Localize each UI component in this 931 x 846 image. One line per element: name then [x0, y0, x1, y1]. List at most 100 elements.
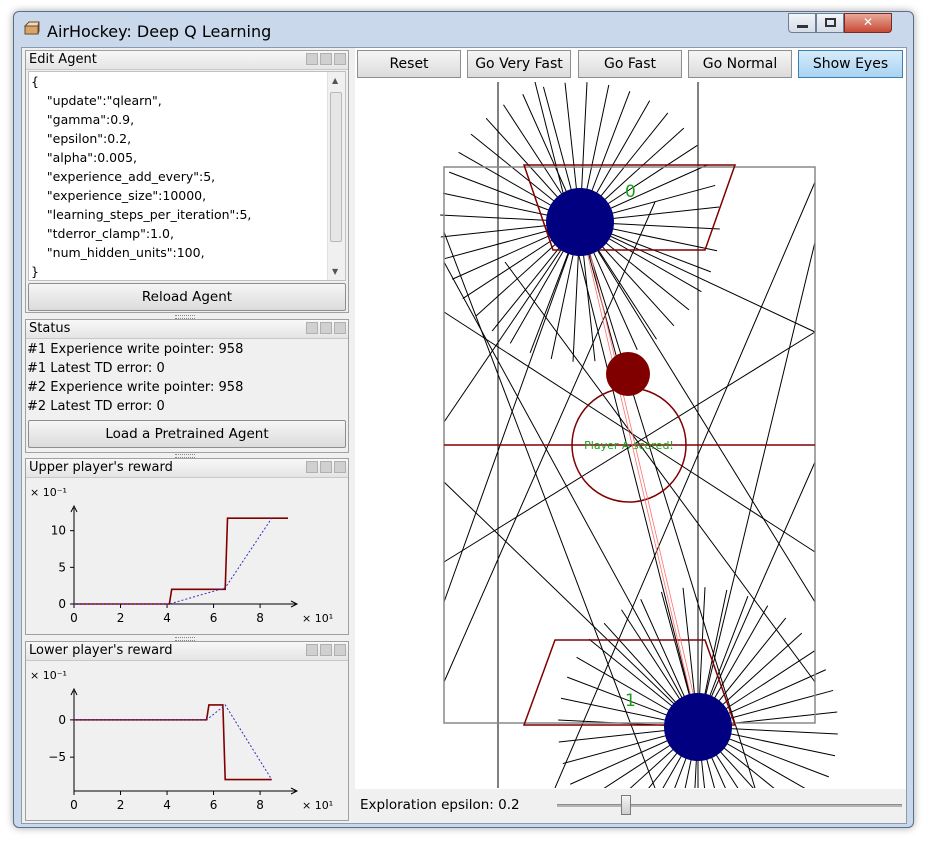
client-area: Edit Agent { "update":"qlearn", "gamma":…: [21, 47, 907, 824]
reward-series-line: [74, 517, 288, 605]
eye-ray: [579, 221, 756, 788]
panel-close-icon[interactable]: [334, 461, 346, 473]
app-window: AirHockey: Deep Q Learning ✕ Edit Agent …: [13, 11, 914, 828]
panel-close-icon[interactable]: [334, 644, 346, 656]
panel-minimize-icon[interactable]: [306, 461, 318, 473]
minimize-icon: [797, 25, 808, 28]
reward-series-line: [74, 704, 272, 781]
x-tick-label: 4: [163, 798, 171, 812]
status-line: #2 Experience write pointer: 958: [27, 380, 244, 395]
code-line: "alpha":0.005,: [31, 150, 138, 165]
edit-agent-panel: Edit Agent { "update":"qlearn", "gamma":…: [25, 50, 349, 313]
panel-restore-icon[interactable]: [320, 322, 332, 334]
panel-close-icon[interactable]: [334, 53, 346, 65]
upper-score: 0: [625, 182, 636, 202]
exploration-bar: Exploration epsilon: 0.2: [355, 789, 906, 823]
paddle-link: [579, 221, 699, 728]
panel-close-icon[interactable]: [334, 322, 346, 334]
lower-reward-header[interactable]: Lower player's reward: [26, 642, 348, 661]
code-line: "tderror_clamp":1.0,: [31, 226, 174, 241]
close-icon: ✕: [862, 15, 874, 29]
eye-ray: [554, 181, 816, 788]
panel-splitter[interactable]: [25, 636, 349, 641]
status-header[interactable]: Status: [26, 320, 348, 339]
lower-goal-area: [522, 639, 737, 726]
panel-splitter[interactable]: [25, 314, 349, 319]
eye-ray: [579, 221, 816, 603]
show-eyes-button[interactable]: Show Eyes: [798, 50, 903, 78]
eye-ray: [697, 241, 816, 728]
panel-restore-icon[interactable]: [320, 644, 332, 656]
lower-paddle[interactable]: [664, 693, 732, 761]
close-button[interactable]: ✕: [844, 13, 892, 33]
x-tick-label: 2: [117, 611, 125, 625]
x-tick-label: 8: [256, 798, 264, 812]
upper-goal-area: [522, 164, 737, 251]
agent-code-editor[interactable]: { "update":"qlearn", "gamma":0.9, "epsil…: [28, 71, 346, 281]
go-normal-button[interactable]: Go Normal: [688, 50, 792, 78]
panel-restore-icon[interactable]: [320, 53, 332, 65]
reload-agent-button[interactable]: Reload Agent: [28, 283, 346, 311]
x-scale-label: × 10¹: [302, 612, 333, 625]
reset-button[interactable]: Reset: [357, 50, 461, 78]
code-line: "update":"qlearn",: [31, 93, 162, 108]
code-line: "experience_add_every":5,: [31, 169, 216, 184]
status-line: #1 Latest TD error: 0: [27, 361, 165, 376]
upper-reward-title: Upper player's reward: [29, 460, 173, 475]
x-tick-label: 2: [117, 798, 125, 812]
x-tick-label: 0: [70, 798, 78, 812]
scroll-down-icon[interactable]: ▼: [332, 267, 339, 276]
x-axis-arrow-icon: [290, 600, 299, 608]
status-title: Status: [29, 321, 71, 336]
code-line: }: [31, 264, 39, 279]
maximize-icon: [825, 18, 836, 27]
minimize-button[interactable]: [788, 13, 816, 33]
edit-agent-header[interactable]: Edit Agent: [26, 51, 348, 70]
x-tick-label: 8: [256, 611, 264, 625]
epsilon-slider-track[interactable]: [557, 804, 902, 807]
scroll-thumb[interactable]: [330, 92, 342, 242]
eye-ray: [697, 461, 816, 728]
smoothed-series-line: [74, 704, 273, 780]
title-bar[interactable]: AirHockey: Deep Q Learning ✕: [14, 12, 913, 45]
window-title: AirHockey: Deep Q Learning: [47, 22, 272, 41]
editor-scrollbar[interactable]: ▲ ▼: [327, 72, 345, 280]
go-fast-button[interactable]: Go Fast: [578, 50, 682, 78]
status-panel: Status #1 Experience write pointer: 958 …: [25, 319, 349, 453]
eye-ray: [443, 201, 656, 683]
panel-minimize-icon[interactable]: [306, 322, 318, 334]
eye-ray: [443, 331, 816, 563]
code-line: {: [31, 74, 39, 89]
epsilon-slider-thumb[interactable]: [621, 795, 631, 815]
paddle-link: [582, 221, 702, 728]
lower-score: 1: [625, 691, 636, 711]
eye-ray: [534, 82, 699, 728]
upper-reward-chart: × 10⁻¹ × 10¹ 0 2 4 6 8 0 5 10: [30, 486, 333, 625]
smoothed-series-line: [74, 517, 273, 605]
y-scale-label: × 10⁻¹: [30, 486, 67, 499]
load-pretrained-button[interactable]: Load a Pretrained Agent: [28, 420, 346, 448]
code-line: "num_hidden_units":100,: [31, 245, 205, 260]
panel-minimize-icon[interactable]: [306, 644, 318, 656]
puck[interactable]: [606, 352, 650, 396]
x-axis-arrow-icon: [290, 787, 299, 795]
eye-rays: [440, 82, 838, 788]
x-tick-label: 4: [163, 611, 171, 625]
eye-ray: [443, 481, 699, 728]
maximize-button[interactable]: [816, 13, 844, 33]
upper-reward-panel: Upper player's reward × 10⁻¹ × 10¹ 0 2 4 6 8 0 5…: [25, 458, 349, 635]
upper-paddle[interactable]: [546, 188, 614, 256]
upper-reward-header[interactable]: Upper player's reward: [26, 459, 348, 478]
go-very-fast-button[interactable]: Go Very Fast: [467, 50, 571, 78]
y-tick-label: 5: [58, 560, 66, 574]
status-line: #1 Experience write pointer: 958: [27, 342, 244, 357]
eye-ray: [579, 221, 816, 333]
panel-restore-icon[interactable]: [320, 461, 332, 473]
panel-splitter[interactable]: [25, 453, 349, 458]
eye-ray: [443, 221, 581, 423]
lower-reward-panel: Lower player's reward × 10⁻¹ × 10¹ 0 2 4 6 8 0 −…: [25, 641, 349, 821]
y-tick-label: −5: [48, 750, 66, 764]
panel-minimize-icon[interactable]: [306, 53, 318, 65]
exploration-label: Exploration epsilon: 0.2: [360, 797, 520, 813]
scroll-up-icon[interactable]: ▲: [332, 76, 339, 85]
